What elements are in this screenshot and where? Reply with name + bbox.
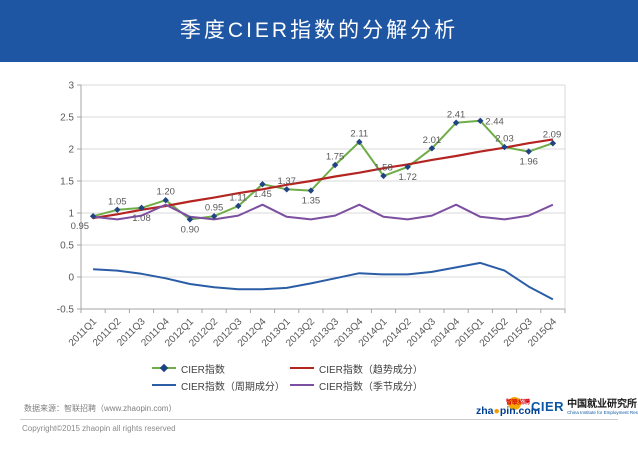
data-point-marker: [477, 117, 484, 125]
title-banner: 季度CIER指数的分解分析: [0, 0, 638, 62]
data-label: 1.20: [156, 187, 175, 198]
data-label: 1.08: [132, 213, 151, 224]
data-point-marker: [525, 148, 532, 155]
data-point-marker: [501, 143, 508, 151]
legend-swatch-cier-index: [152, 363, 176, 373]
data-point-marker: [89, 213, 97, 220]
data-point-marker: [452, 119, 460, 126]
cier-cn-name: 中国就业研究所: [567, 399, 638, 410]
data-source-note: 数据来源：智联招聘（www.zhaopin.com）: [24, 404, 177, 413]
legend-swatch-trend: [290, 363, 314, 373]
cier-acronym: CIER: [531, 399, 565, 414]
copyright-note: Copyright©2015 zhaopin all rights reserv…: [22, 424, 176, 433]
data-point-marker: [428, 145, 436, 152]
data-label: 1.05: [108, 196, 127, 207]
legend-item-cier-index: CIER指数: [152, 361, 225, 376]
legend-line: [290, 384, 314, 386]
zhaopin-word-prefix: zha: [476, 405, 494, 417]
data-point-marker: [404, 163, 411, 171]
data-label: 2.44: [485, 116, 504, 127]
zhaopin-logo-wordmark: zha●pin.com: [476, 405, 540, 417]
data-label: 1.37: [277, 176, 296, 187]
data-label: 2.01: [423, 135, 442, 146]
zhaopin-logo: 智联招聘 zha●pin.com: [476, 397, 540, 418]
data-point-marker: [259, 181, 266, 188]
series-line-3: [92, 203, 554, 221]
data-label: 0.95: [71, 221, 90, 232]
data-point-marker: [186, 216, 194, 223]
y-tick-label: 3: [68, 81, 74, 92]
legend-line: [152, 384, 176, 386]
data-label: 2.11: [350, 128, 368, 139]
data-point-marker: [356, 138, 363, 146]
y-tick-label: 1.5: [60, 177, 74, 188]
data-label: 1.58: [374, 162, 393, 173]
data-label: 1.75: [326, 152, 345, 163]
legend-label: CIER指数（季节成分）: [319, 381, 423, 393]
legend-item-trend: CIER指数（趋势成分）: [290, 361, 423, 376]
data-point-marker: [162, 197, 169, 204]
y-tick-label: -0.5: [57, 305, 75, 316]
data-label: 0.90: [181, 224, 200, 235]
legend-item-seasonal: CIER指数（季节成分）: [290, 378, 423, 393]
legend-diamond-marker: [159, 363, 169, 373]
y-tick-label: 0.5: [60, 241, 74, 252]
page-title: 季度CIER指数的分解分析: [179, 19, 459, 42]
y-tick-label: 2.5: [60, 113, 74, 124]
data-point-marker: [235, 202, 242, 210]
cier-names: 中国就业研究所 China Institute for Employment R…: [567, 399, 638, 416]
data-point-marker: [307, 187, 315, 194]
chart-area: 3 2.5 2 1.5 1 0.5 0 -0.5 2011Q1 2011Q2 2011Q3 2011Q…: [0, 70, 638, 360]
data-label: 1.72: [398, 172, 417, 183]
data-label: 1.96: [519, 157, 538, 168]
legend-item-cycle: CIER指数（周期成分）: [152, 378, 285, 393]
data-label: 1.11: [229, 192, 247, 203]
zhaopin-word-suffix: pin.com: [499, 405, 541, 417]
data-point-marker: [549, 140, 557, 147]
zhaopin-orange-dot-icon: ●: [493, 405, 500, 417]
data-point-marker: [380, 172, 387, 180]
series-line-0: [92, 119, 554, 221]
data-point-marker: [114, 206, 121, 213]
legend-swatch-seasonal: [290, 380, 314, 390]
data-point-marker: [283, 186, 290, 193]
zhaopin-logo-circle-icon: [508, 397, 521, 410]
footer-divider: [20, 419, 618, 420]
cier-decomposition-chart: 32.521.510.50-0.52011Q12011Q22011Q32011Q…: [57, 81, 566, 349]
data-label: 1.35: [302, 196, 321, 207]
y-tick-label: 0: [68, 273, 74, 284]
data-label: 2.41: [447, 109, 466, 120]
legend-label: CIER指数（周期成分）: [181, 381, 285, 393]
data-point-marker: [138, 204, 145, 212]
cier-en-name: China Institute for Employment Research: [567, 410, 638, 415]
legend-label: CIER指数: [181, 364, 225, 376]
chart-legend: CIER指数 CIER指数（趋势成分） CIER指数（周期成分） CIER指数（…: [0, 358, 638, 398]
y-tick-label: 1: [68, 209, 74, 220]
data-label: 2.09: [543, 130, 562, 141]
series-line-1: [92, 138, 554, 220]
data-point-marker: [210, 213, 218, 220]
y-tick-label: 2: [68, 145, 74, 156]
data-label: 0.95: [205, 203, 224, 214]
data-label: 1.45: [253, 189, 272, 200]
series-line-2: [93, 261, 554, 301]
data-label: 2.03: [495, 134, 514, 145]
legend-swatch-cycle: [152, 380, 176, 390]
zhaopin-logo-cn-text: 智联招聘: [505, 400, 530, 406]
legend-label: CIER指数（趋势成分）: [319, 364, 423, 376]
cier-institute-logo: CIER 中国就业研究所 China Institute for Employm…: [531, 399, 638, 416]
legend-line: [290, 367, 314, 369]
